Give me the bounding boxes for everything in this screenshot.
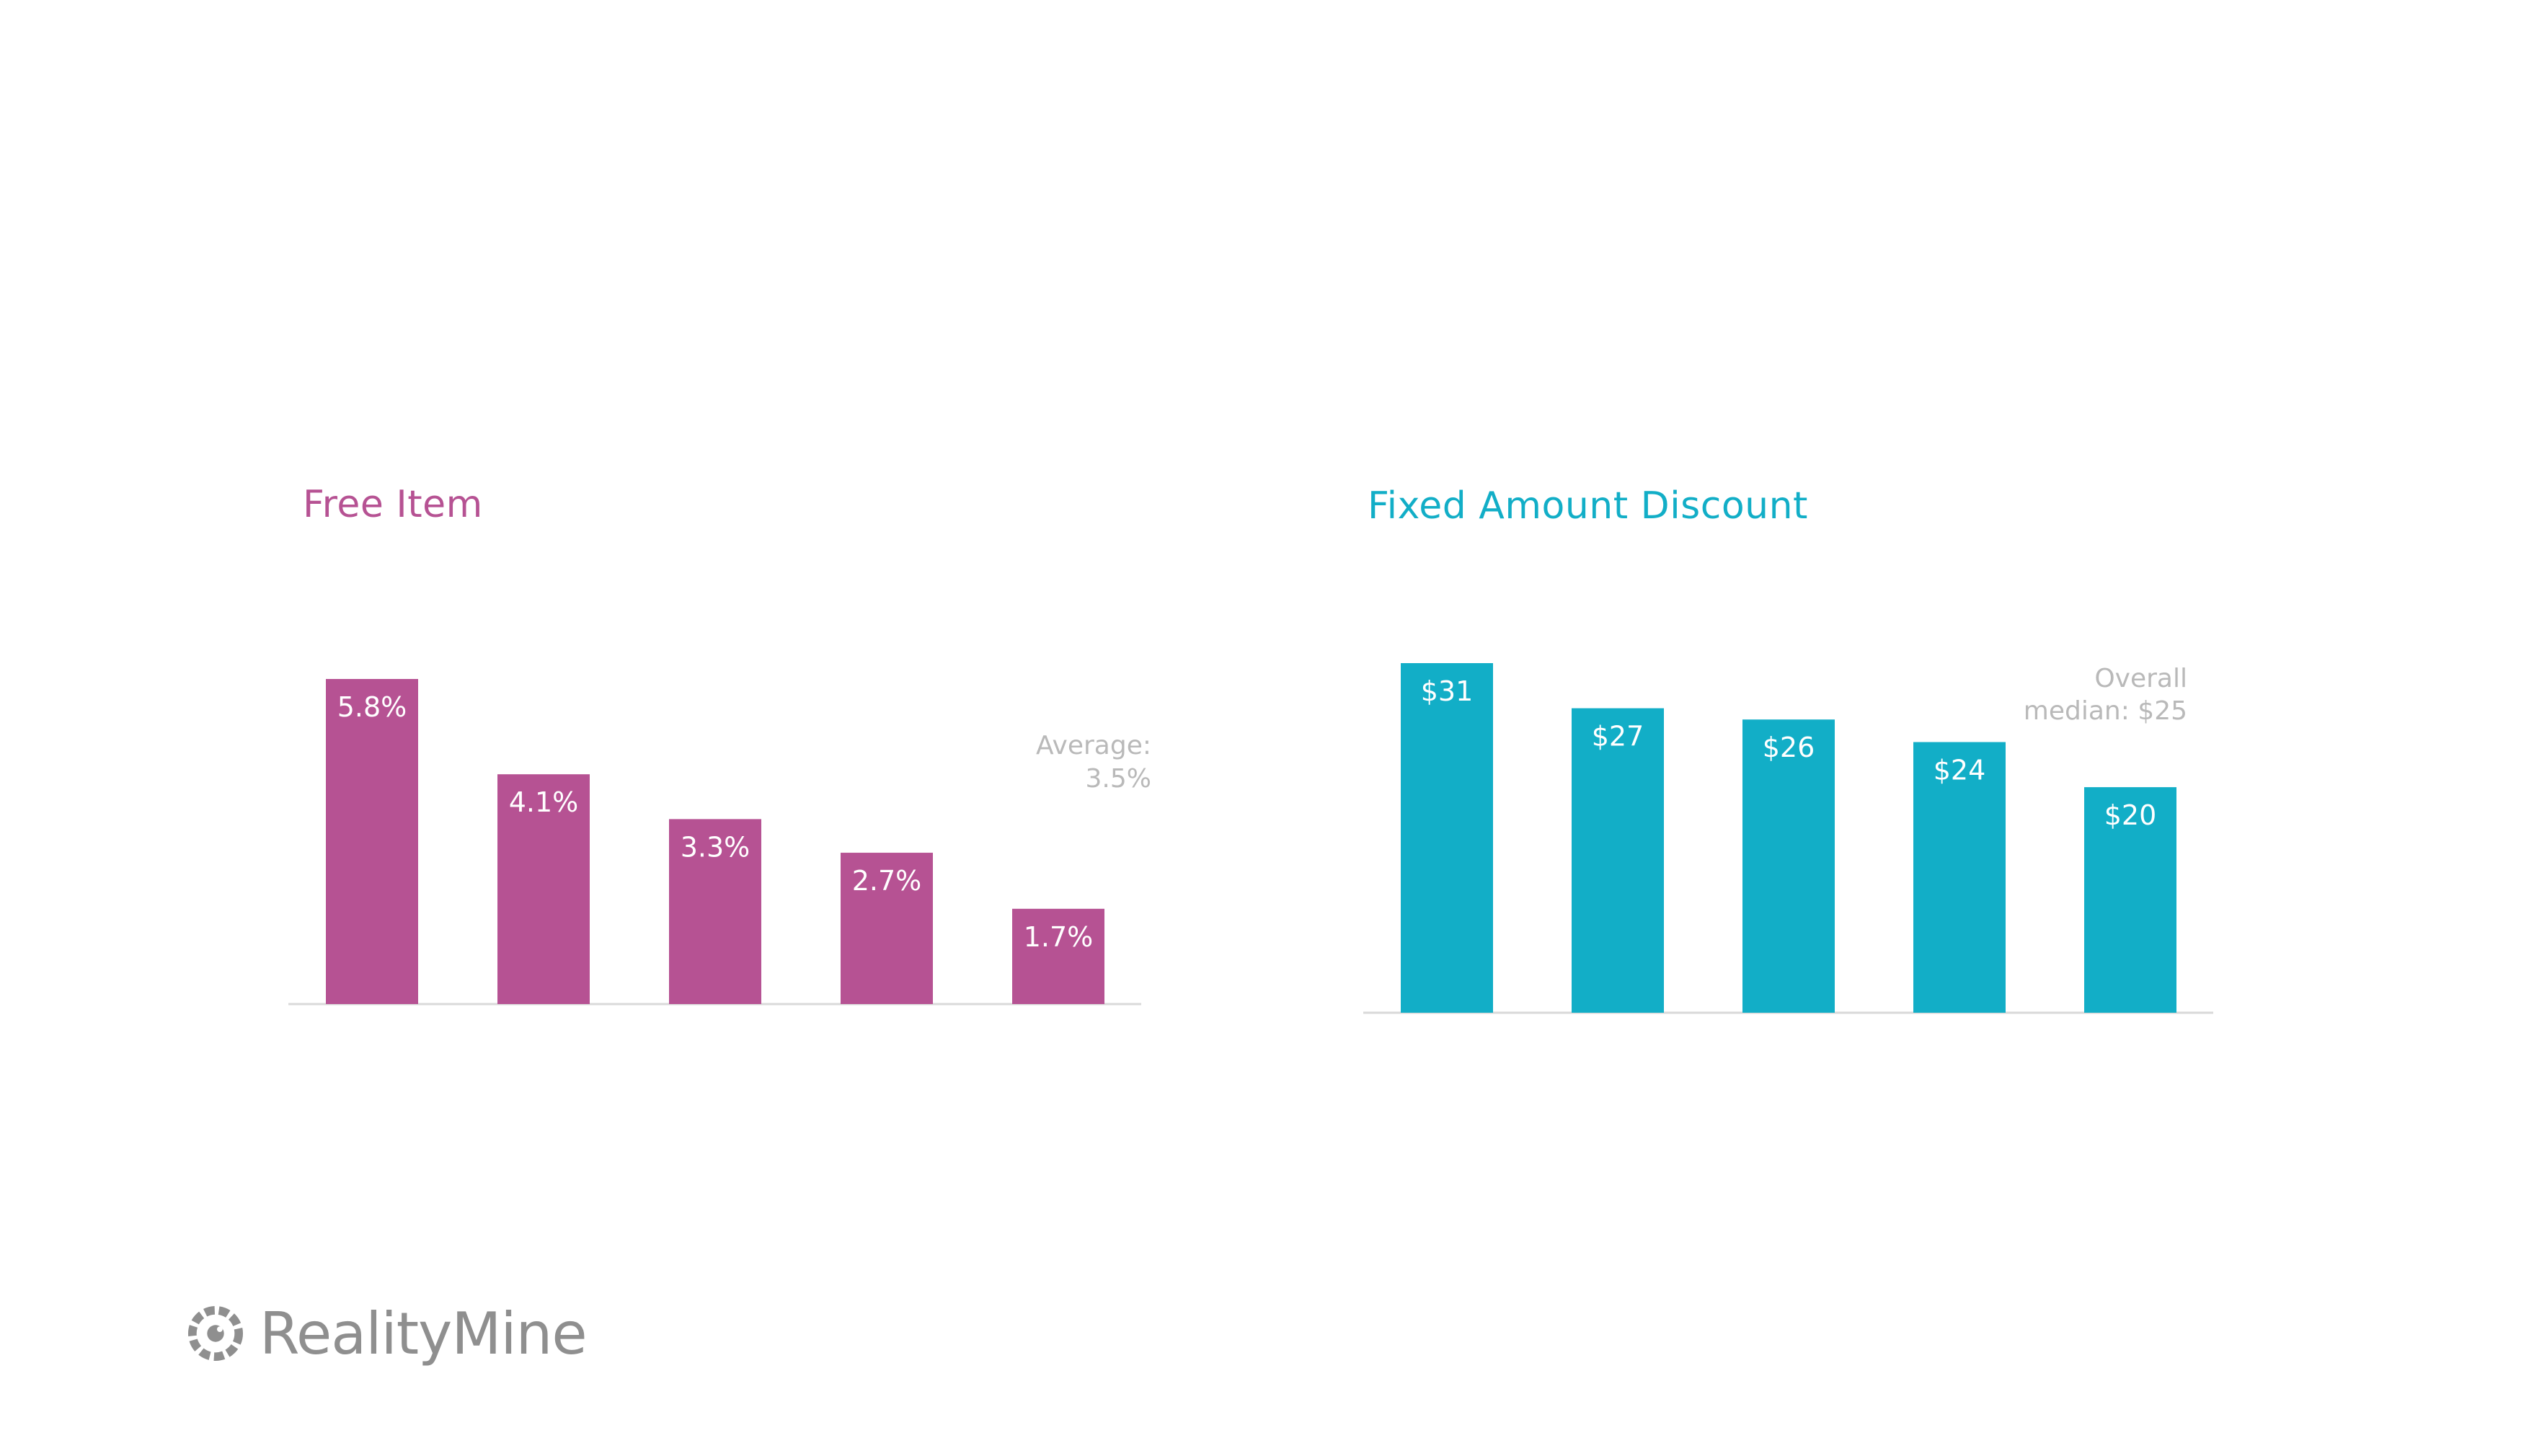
free-item-bar-5	[1012, 908, 1104, 1004]
free-item-bar-label-3: 3.3%	[681, 831, 750, 863]
free-item-bar-label-5: 1.7%	[1024, 921, 1094, 953]
free-item-chart: 5.8% 4.1% 3.3% 2.7% 1.7% Average: 3.5%	[288, 679, 1151, 1006]
fixed-discount-annotation-line-1: Overall	[2094, 664, 2187, 693]
free-item-bar-1	[326, 679, 418, 1004]
free-item-bar-3	[669, 819, 761, 1004]
free-item-bar-4	[841, 853, 933, 1004]
fixed-discount-bar-4	[1913, 742, 2006, 1013]
fixed-discount-bar-5	[2084, 787, 2176, 1013]
fixed-discount-bar-3	[1742, 719, 1835, 1013]
fixed-amount-discount-chart: $31 $27 $26 $24 $20 Overall median: $25	[1363, 663, 2213, 1014]
fixed-discount-bar-label-3: $26	[1763, 732, 1815, 763]
fixed-discount-bar-label-5: $20	[2104, 799, 2157, 831]
realitymine-logo: RealityMine	[187, 1297, 588, 1370]
fixed-discount-annotation-line-2: median: $25	[2024, 696, 2187, 726]
free-item-bar-label-2: 4.1%	[509, 786, 579, 818]
fixed-discount-bar-1	[1401, 663, 1493, 1013]
fixed-discount-bar-label-1: $31	[1421, 675, 1474, 707]
chart-title-free-item: Free Item	[303, 483, 483, 526]
realitymine-eye-icon	[187, 1305, 244, 1362]
fixed-discount-bar-label-2: $27	[1592, 721, 1644, 753]
free-item-bar-2	[497, 774, 590, 1004]
chart-title-fixed-amount-discount: Fixed Amount Discount	[1368, 484, 1808, 528]
free-item-bar-label-1: 5.8%	[337, 691, 407, 723]
fixed-discount-bar-label-4: $24	[1934, 755, 1986, 786]
logo-text: RealityMine	[260, 1300, 588, 1367]
free-item-annotation-line-1: Average:	[1036, 731, 1151, 760]
free-item-annotation-line-2: 3.5%	[1086, 764, 1151, 794]
free-item-bar-label-4: 2.7%	[852, 865, 922, 897]
fixed-discount-bar-2	[1572, 708, 1664, 1013]
